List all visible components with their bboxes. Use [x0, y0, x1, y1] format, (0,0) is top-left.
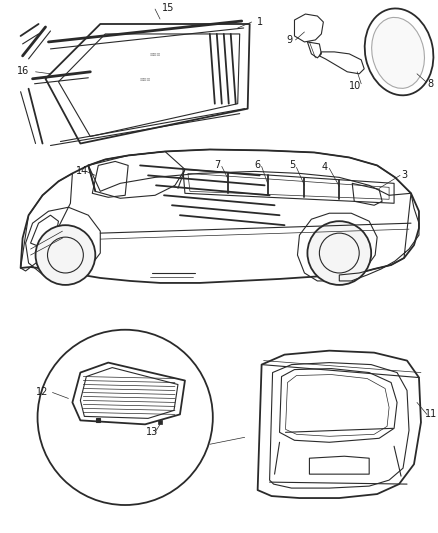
Text: 11: 11	[425, 409, 437, 419]
Text: 10: 10	[349, 80, 361, 91]
Text: ≡≡≡: ≡≡≡	[139, 76, 151, 81]
Text: 1: 1	[257, 17, 263, 27]
Text: 12: 12	[36, 387, 49, 398]
Circle shape	[35, 225, 95, 285]
Ellipse shape	[372, 18, 424, 88]
Text: 8: 8	[428, 79, 434, 89]
Text: 14: 14	[76, 166, 88, 176]
Circle shape	[307, 221, 371, 285]
Text: 4: 4	[321, 163, 328, 172]
Text: 15: 15	[162, 3, 174, 13]
Text: 13: 13	[146, 427, 158, 437]
Text: 3: 3	[401, 171, 407, 180]
Text: 5: 5	[290, 160, 296, 171]
Text: 16: 16	[17, 66, 29, 76]
Text: 6: 6	[254, 160, 261, 171]
Text: 7: 7	[215, 160, 221, 171]
Text: 9: 9	[286, 35, 293, 45]
Text: ≡≡≡: ≡≡≡	[149, 51, 161, 56]
